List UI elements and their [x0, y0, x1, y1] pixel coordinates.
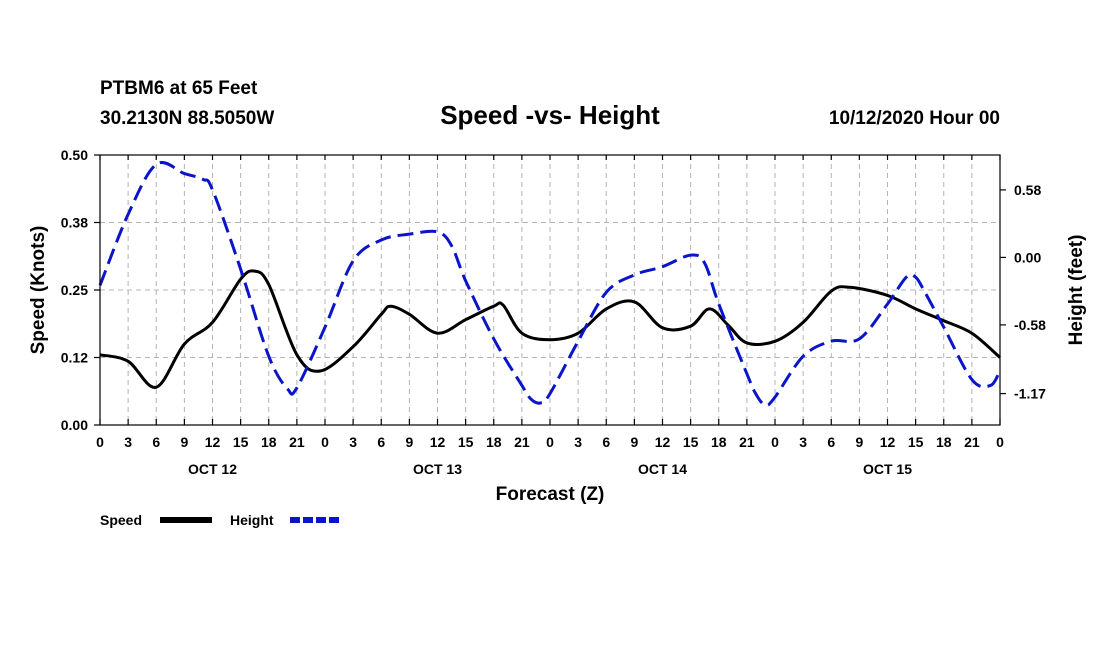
legend-height-label: Height — [230, 512, 274, 528]
x-tick-label: 21 — [964, 434, 980, 450]
x-tick-label: 12 — [655, 434, 671, 450]
x-tick-label: 9 — [855, 434, 863, 450]
x-tick-label: 0 — [996, 434, 1004, 450]
x-tick-label: 15 — [683, 434, 699, 450]
y2-tick-label: -1.17 — [1014, 386, 1046, 402]
x-tick-label: 6 — [827, 434, 835, 450]
x-tick-label: 15 — [233, 434, 249, 450]
x-tick-label: 6 — [152, 434, 160, 450]
y2-axis-title: Height (feet) — [1066, 235, 1087, 346]
y2-tick-label: 0.00 — [1014, 249, 1041, 265]
ticks: 0 3 6 9 12 15 18 21 0 3 6 9 12 15 18 21 0 3 6 9 12 15 18 21 0 3 6 9… — [61, 147, 1046, 477]
x-tick-label: 12 — [205, 434, 221, 450]
coords-label: 30.2130N 88.5050W — [100, 108, 274, 129]
chart-title: Speed -vs- Height — [440, 100, 660, 130]
x-tick-label: 21 — [289, 434, 305, 450]
x-tick-label: 18 — [261, 434, 277, 450]
x-tick-label: 18 — [486, 434, 502, 450]
x-tick-label: 9 — [180, 434, 188, 450]
x-tick-label: 6 — [377, 434, 385, 450]
x-tick-label: 15 — [458, 434, 474, 450]
date-label: OCT 15 — [863, 461, 912, 477]
x-tick-label: 9 — [405, 434, 413, 450]
x-tick-label: 0 — [321, 434, 329, 450]
x-tick-label: 18 — [936, 434, 952, 450]
x-tick-label: 3 — [574, 434, 582, 450]
date-label: OCT 14 — [638, 461, 687, 477]
y2-tick-label: 0.58 — [1014, 182, 1041, 198]
series-speed-line — [99, 269, 1001, 389]
x-tick-label: 0 — [771, 434, 779, 450]
date-label: OCT 12 — [188, 461, 237, 477]
y-tick-label: 0.38 — [61, 215, 88, 231]
x-tick-label: 3 — [124, 434, 132, 450]
x-tick-label: 9 — [630, 434, 638, 450]
x-tick-label: 21 — [514, 434, 530, 450]
series-height-line — [98, 161, 1002, 407]
timestamp-label: 10/12/2020 Hour 00 — [829, 108, 1000, 129]
y-axis-title: Speed (Knots) — [28, 226, 49, 355]
x-tick-label: 6 — [602, 434, 610, 450]
y-tick-label: 0.00 — [61, 417, 88, 433]
y-tick-label: 0.50 — [61, 147, 88, 163]
x-tick-label: 3 — [349, 434, 357, 450]
x-tick-label: 0 — [96, 434, 104, 450]
x-tick-label: 12 — [880, 434, 896, 450]
x-tick-label: 0 — [546, 434, 554, 450]
x-tick-label: 15 — [908, 434, 924, 450]
y-tick-label: 0.12 — [61, 350, 88, 366]
y2-tick-label: -0.58 — [1014, 317, 1046, 333]
x-tick-label: 18 — [711, 434, 727, 450]
legend: Speed Height — [100, 512, 342, 528]
grid — [100, 155, 1000, 425]
x-tick-label: 21 — [739, 434, 755, 450]
series-layer — [98, 161, 1002, 407]
station-label: PTBM6 at 65 Feet — [100, 78, 258, 99]
legend-speed-label: Speed — [100, 512, 142, 528]
date-label: OCT 13 — [413, 461, 462, 477]
x-tick-label: 12 — [430, 434, 446, 450]
x-tick-label: 3 — [799, 434, 807, 450]
x-axis-title: Forecast (Z) — [496, 484, 605, 505]
y-tick-label: 0.25 — [61, 282, 88, 298]
